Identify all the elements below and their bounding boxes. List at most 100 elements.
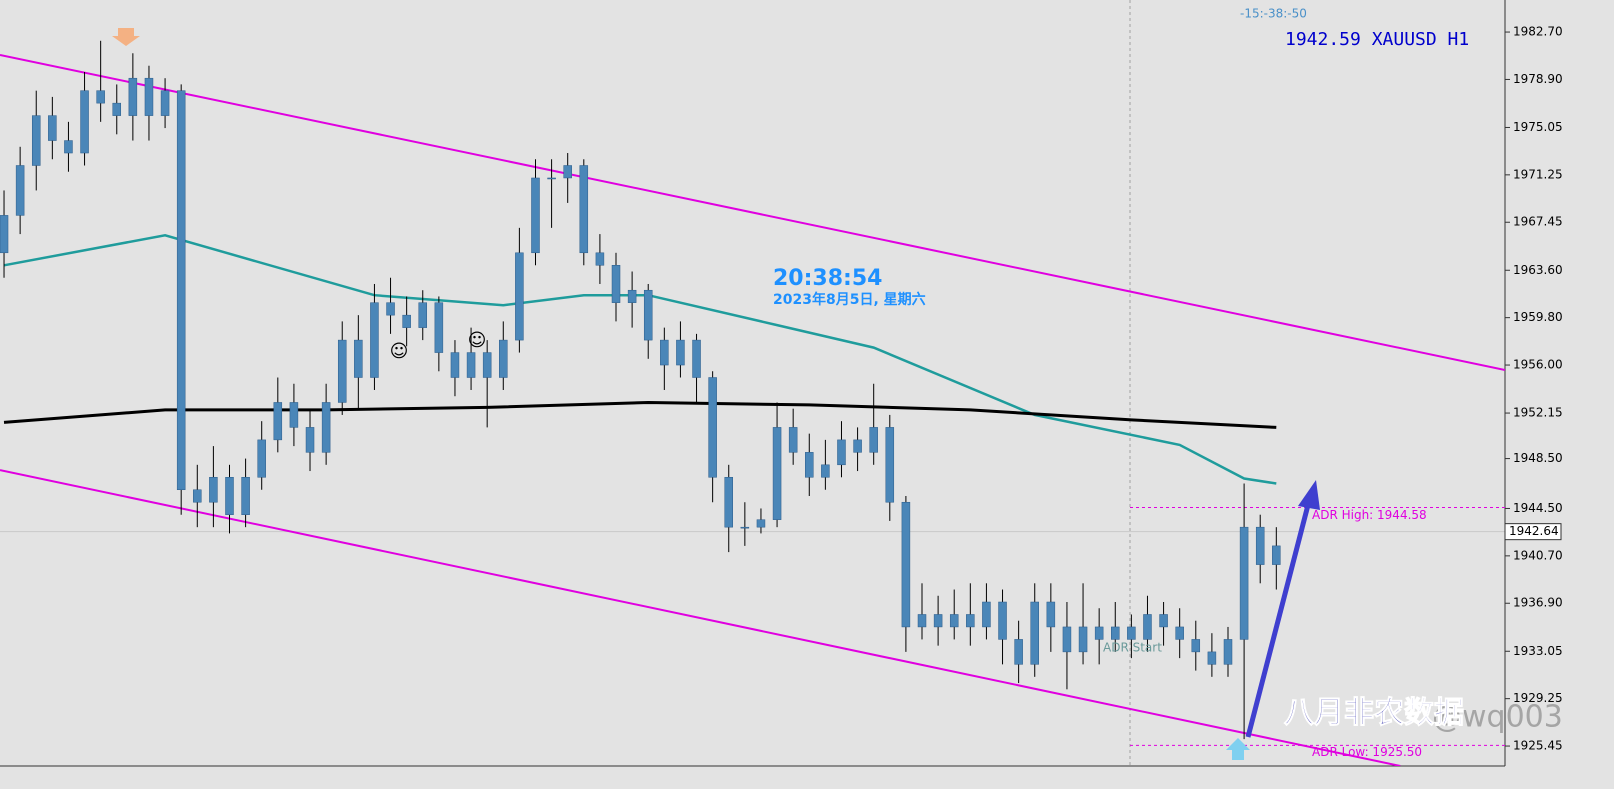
candle-body — [869, 427, 878, 453]
overlay-line — [3, 234, 1277, 485]
candle-body — [917, 614, 927, 628]
price-axis: 1982.70 1978.90 1975.05 1971.25 1967.45 1963.… — [1504, 25, 1563, 753]
candle-body — [1143, 614, 1152, 640]
smiley-icon: ☺ — [468, 330, 487, 351]
candle-body — [853, 439, 862, 453]
candle-body — [708, 377, 717, 478]
candle-body — [289, 402, 299, 428]
candle-body — [788, 427, 798, 453]
candle-body — [434, 302, 444, 353]
candle-body — [1062, 626, 1072, 653]
candle-body — [1207, 651, 1217, 665]
candle-body — [692, 339, 701, 378]
adr-level-label: ADR High: 1944.58 — [1312, 508, 1427, 522]
candle-body — [740, 526, 750, 529]
candle-body — [402, 314, 411, 328]
candle-body — [933, 614, 943, 628]
y-tick-label: 1948.50 — [1513, 451, 1563, 465]
clock: 20:38:54 — [773, 266, 882, 291]
annotation-arrow — [1245, 504, 1311, 738]
candle-body — [547, 177, 556, 180]
y-tick-label: 1959.80 — [1513, 310, 1563, 324]
candle-body — [112, 102, 122, 116]
current-price-label: 1942.64 — [1509, 524, 1559, 538]
y-tick-label: 1940.70 — [1513, 548, 1563, 562]
candle-body — [354, 339, 363, 378]
y-tick-label: 1963.60 — [1513, 263, 1563, 277]
candle-body — [998, 601, 1007, 640]
plot-area — [0, 40, 1505, 766]
candle-body — [1111, 626, 1120, 640]
candle-body — [321, 402, 331, 453]
candle-body — [418, 302, 428, 328]
candle-body — [579, 165, 589, 254]
up-arrow-icon — [1226, 738, 1250, 760]
current-price-box — [1504, 523, 1562, 541]
y-tick-label: 1967.45 — [1513, 215, 1563, 229]
candle-body — [225, 477, 234, 515]
candle-body — [450, 352, 460, 378]
candle-body — [676, 339, 685, 366]
y-tick-label: 1925.45 — [1513, 739, 1563, 753]
candle-body — [193, 489, 202, 503]
candle-body — [1191, 639, 1201, 653]
candle-body — [1159, 614, 1168, 628]
candle-body — [563, 165, 572, 179]
candle-body — [273, 402, 283, 441]
y-tick-label: 1929.25 — [1513, 691, 1563, 705]
date: 2023年8月5日, 星期六 — [773, 291, 926, 308]
candle-body — [1223, 639, 1233, 665]
candle-body — [370, 302, 379, 378]
candle-body — [305, 427, 315, 453]
candle-body — [257, 439, 266, 478]
adr-level-label: ADR Low: 1925.50 — [1312, 745, 1422, 759]
candle-body — [466, 352, 476, 378]
overlay-line — [0, 469, 1401, 766]
symbol-header: 1942.59 XAUUSD H1 — [1285, 29, 1469, 50]
candle-body — [1175, 626, 1184, 640]
candle-body — [821, 464, 830, 478]
candle-body — [64, 140, 73, 154]
candle-body — [1272, 545, 1281, 565]
candle-body — [209, 477, 218, 503]
candle-body — [0, 215, 9, 254]
candle-body — [627, 289, 637, 303]
candle-body — [48, 115, 57, 141]
candle-body — [1078, 626, 1088, 653]
candle-body — [1255, 526, 1265, 565]
y-tick-label: 1944.50 — [1513, 501, 1563, 515]
candle-body — [386, 302, 395, 316]
candle-body — [15, 165, 25, 216]
y-tick-label: 1936.90 — [1513, 596, 1563, 610]
overlay-line — [3, 400, 1277, 429]
y-tick-label: 1982.70 — [1513, 25, 1563, 39]
candle-body — [1127, 626, 1136, 640]
candle-body — [1046, 601, 1056, 628]
candle-body — [160, 90, 170, 116]
candle-body — [724, 477, 733, 528]
watermark: @wq003 — [1432, 700, 1563, 735]
candle-body — [966, 614, 975, 628]
candle-body — [611, 265, 621, 303]
candle-body — [31, 115, 41, 166]
candle-body — [772, 427, 782, 520]
candle-body — [482, 352, 492, 378]
candle-body — [837, 439, 846, 466]
y-tick-label: 1978.90 — [1513, 72, 1563, 86]
y-tick-label: 1971.25 — [1513, 167, 1563, 181]
annotation-text: 八月非农数据 — [1284, 696, 1464, 731]
candle-body — [949, 614, 959, 628]
candle-body — [595, 252, 605, 266]
candle-body — [531, 177, 540, 254]
candle-body — [241, 477, 250, 515]
countdown: -15:-38:-50 — [1240, 7, 1307, 21]
candle-body — [176, 90, 186, 491]
candle-body — [80, 90, 89, 154]
y-tick-label: 1975.05 — [1513, 120, 1563, 134]
candle-body — [515, 252, 524, 341]
overlay-line — [0, 54, 1505, 371]
candle-body — [144, 77, 154, 116]
candle-body — [756, 519, 766, 528]
